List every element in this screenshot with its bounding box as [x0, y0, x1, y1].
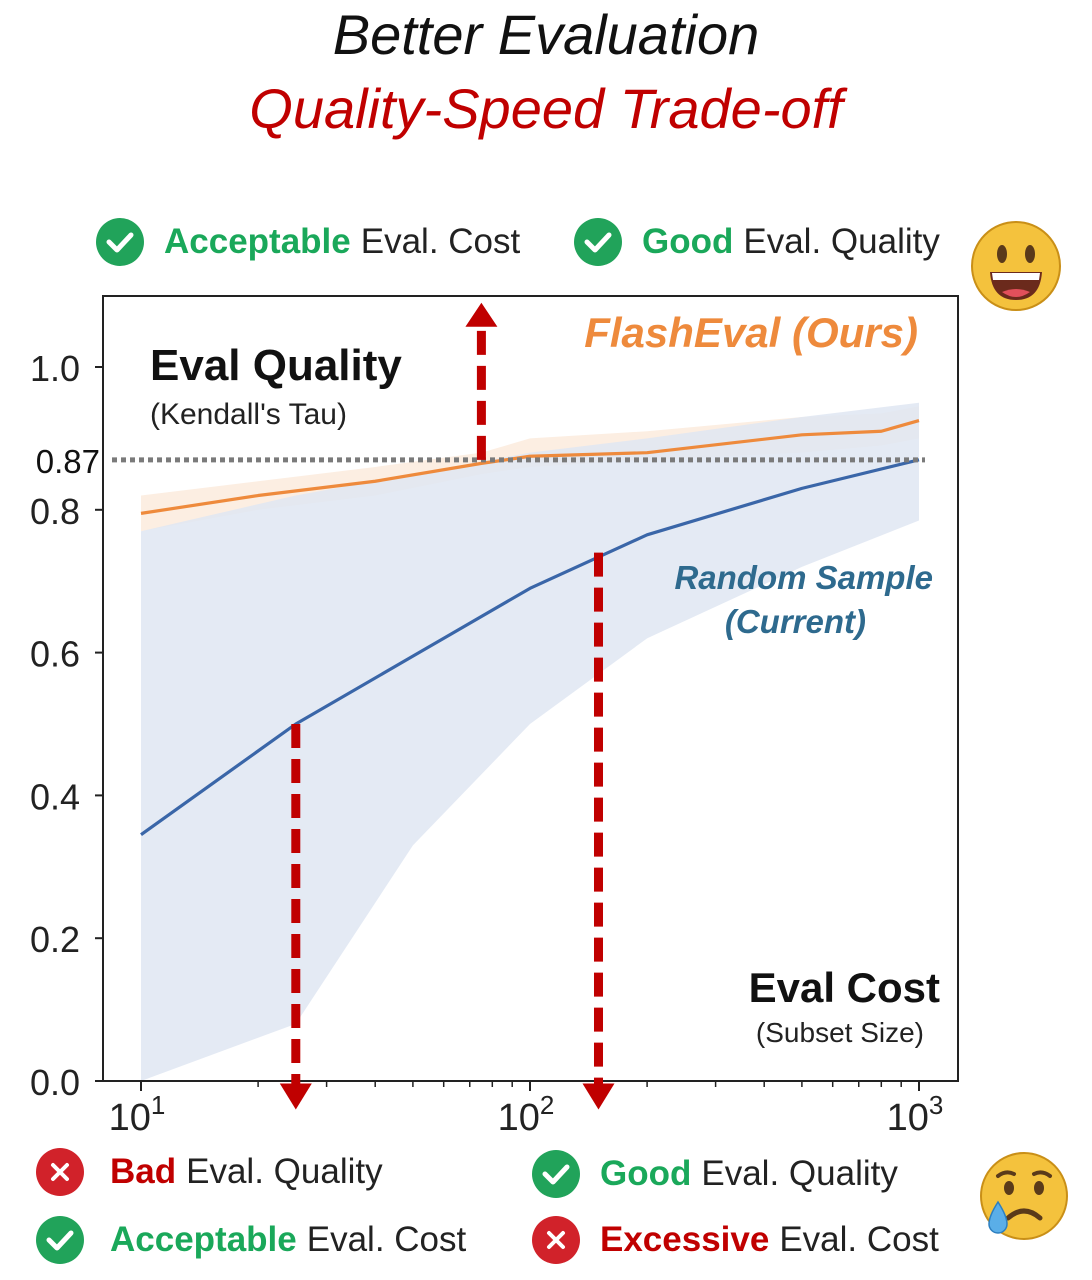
chart: 0.87 0.0 0.2 0.4 0.6 0.8 1.0 101 102 103 Eval Qu… [30, 295, 959, 1139]
cross-icon [532, 1216, 580, 1264]
arrow-head-2 [279, 1083, 312, 1110]
grinning-face-icon [971, 221, 1061, 311]
top-cost-status: Acceptable Eval. Cost [96, 218, 520, 266]
status-text: Eval. Quality [701, 1154, 898, 1193]
status-keyword: Bad [110, 1152, 177, 1191]
random-series-label: Random Sample [674, 559, 933, 596]
check-icon [36, 1216, 84, 1264]
title-line-1: Better Evaluation [332, 3, 760, 66]
flasheval-series-label: FlashEval (Ours) [584, 309, 918, 356]
y-axis-sublabel: (Kendall's Tau) [150, 398, 347, 431]
reference-label: 0.87 [36, 443, 100, 480]
x-tick-label: 103 [887, 1090, 944, 1139]
x-tick-label: 102 [498, 1090, 555, 1139]
y-tick-label: 0.2 [30, 919, 80, 960]
right-cost-status: Excessive Eval. Cost [532, 1216, 939, 1264]
status-keyword: Good [642, 222, 734, 261]
status-text: Eval. Quality [743, 222, 940, 261]
status-keyword: Acceptable [164, 222, 351, 261]
status-text: Eval. Cost [360, 222, 521, 261]
cross-icon [36, 1148, 84, 1196]
status-text: Eval. Quality [186, 1152, 383, 1191]
random-series-sublabel: (Current) [725, 603, 866, 640]
title-line-2: Quality-Speed Trade-off [249, 77, 843, 140]
x-axis-label: Eval Cost [749, 964, 940, 1011]
series-band-random [141, 402, 919, 1081]
y-tick-label: 0.8 [30, 491, 80, 532]
x-axis-sublabel: (Subset Size) [756, 1017, 924, 1048]
check-icon [532, 1150, 580, 1198]
x-tick-label: 101 [109, 1090, 166, 1139]
right-quality-status: Good Eval. Quality [532, 1150, 898, 1198]
y-axis-label: Eval Quality [150, 341, 402, 390]
status-text: Eval. Cost [306, 1220, 467, 1259]
status-keyword: Good [600, 1154, 692, 1193]
status-keyword: Excessive [600, 1220, 770, 1259]
status-text: Eval. Cost [779, 1220, 939, 1259]
arrow-head-3 [582, 1083, 615, 1110]
check-icon [96, 218, 144, 266]
arrow-head-1 [465, 302, 498, 327]
left-cost-status: Acceptable Eval. Cost [36, 1216, 466, 1264]
crying-face-icon [980, 1152, 1068, 1240]
status-keyword: Acceptable [110, 1220, 297, 1259]
y-tick-label: 0.4 [30, 776, 80, 817]
y-tick-label: 1.0 [30, 348, 80, 389]
top-quality-status: Good Eval. Quality [574, 218, 940, 266]
left-quality-status: Bad Eval. Quality [36, 1148, 383, 1196]
y-tick-label: 0.0 [30, 1062, 80, 1103]
y-tick-label: 0.6 [30, 634, 80, 675]
check-icon [574, 218, 622, 266]
